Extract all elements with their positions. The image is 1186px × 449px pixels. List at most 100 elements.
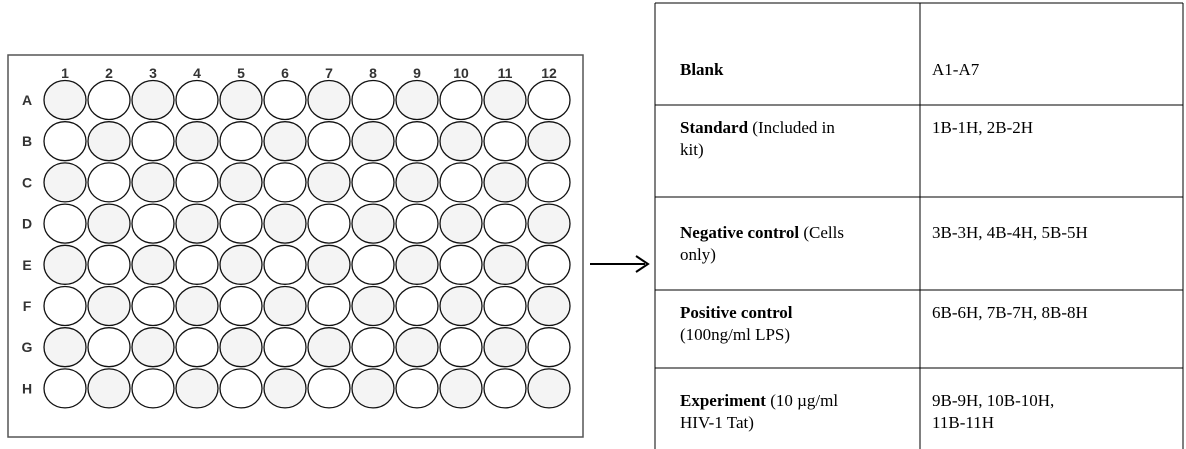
- well: [176, 204, 218, 243]
- row-label: C: [22, 174, 32, 190]
- well: [264, 369, 306, 408]
- well: [308, 163, 350, 202]
- well: [220, 245, 262, 284]
- well: [308, 81, 350, 120]
- well: [308, 204, 350, 243]
- well: [396, 369, 438, 408]
- page: 123456789101112ABCDEFGH BlankA1-A7Standa…: [0, 0, 1186, 449]
- well: [176, 81, 218, 120]
- well: [352, 204, 394, 243]
- well: [220, 369, 262, 408]
- well: [396, 245, 438, 284]
- label: Positive control: [680, 303, 793, 322]
- well: [308, 287, 350, 326]
- well: [88, 328, 130, 367]
- column-label: 11: [498, 65, 513, 81]
- row-label: E: [22, 257, 31, 273]
- well: [484, 163, 526, 202]
- well: [440, 287, 482, 326]
- well: [528, 328, 570, 367]
- well: [132, 245, 174, 284]
- column-label: 12: [541, 65, 557, 81]
- well: [528, 163, 570, 202]
- well: [352, 328, 394, 367]
- well: [352, 369, 394, 408]
- row-label: A: [22, 92, 32, 108]
- well: [44, 369, 86, 408]
- well: [132, 81, 174, 120]
- well: [352, 245, 394, 284]
- well: [308, 245, 350, 284]
- column-label: 9: [413, 65, 421, 81]
- well: [528, 369, 570, 408]
- label: Standard: [680, 118, 748, 137]
- well: [308, 328, 350, 367]
- well: [176, 369, 218, 408]
- well: [264, 122, 306, 161]
- well: [44, 328, 86, 367]
- well: [176, 245, 218, 284]
- well: [396, 328, 438, 367]
- well: [440, 81, 482, 120]
- well: [176, 122, 218, 161]
- well: [132, 287, 174, 326]
- wells: 9B-9H, 10B-10H, 11B-11H: [932, 390, 1082, 434]
- row-label: B: [22, 133, 32, 149]
- well: [44, 163, 86, 202]
- well: [396, 122, 438, 161]
- well: [220, 287, 262, 326]
- row-label: Blank: [680, 59, 850, 81]
- wells: 1B-1H, 2B-2H: [932, 117, 1172, 139]
- well: [308, 122, 350, 161]
- row-label: H: [22, 380, 32, 396]
- well: [264, 204, 306, 243]
- well: [220, 328, 262, 367]
- wells: 6B-6H, 7B-7H, 8B-8H: [932, 302, 1172, 324]
- well: [484, 287, 526, 326]
- column-label: 8: [369, 65, 377, 81]
- well: [440, 369, 482, 408]
- well: [352, 287, 394, 326]
- column-label: 3: [149, 65, 157, 81]
- well: [440, 245, 482, 284]
- well: [132, 369, 174, 408]
- well: [484, 245, 526, 284]
- well: [88, 81, 130, 120]
- well: [132, 122, 174, 161]
- column-label: 7: [325, 65, 333, 81]
- row-label: G: [22, 339, 33, 355]
- column-label: 1: [61, 65, 69, 81]
- row-label: Experiment (10 µg/ml HIV-1 Tat): [680, 390, 850, 434]
- well: [396, 163, 438, 202]
- well: [484, 369, 526, 408]
- well: [440, 122, 482, 161]
- well: [308, 369, 350, 408]
- well: [352, 81, 394, 120]
- well: [44, 81, 86, 120]
- well: [440, 328, 482, 367]
- well: [484, 122, 526, 161]
- well: [132, 204, 174, 243]
- label: Experiment: [680, 391, 766, 410]
- well: [484, 81, 526, 120]
- column-label: 6: [281, 65, 289, 81]
- wells: 3B-3H, 4B-4H, 5B-5H: [932, 222, 1172, 244]
- well: [132, 163, 174, 202]
- row-label: D: [22, 216, 32, 232]
- well: [44, 204, 86, 243]
- row-label: F: [23, 298, 32, 314]
- well: [176, 287, 218, 326]
- well: [528, 245, 570, 284]
- well: [88, 245, 130, 284]
- well: [484, 204, 526, 243]
- well: [264, 81, 306, 120]
- column-label: 5: [237, 65, 245, 81]
- label: Negative control: [680, 223, 799, 242]
- well: [352, 163, 394, 202]
- well: [396, 287, 438, 326]
- label: Blank: [680, 60, 723, 79]
- well: [396, 204, 438, 243]
- row-label: Positive control (100ng/ml LPS): [680, 302, 850, 346]
- well: [88, 287, 130, 326]
- well: [88, 369, 130, 408]
